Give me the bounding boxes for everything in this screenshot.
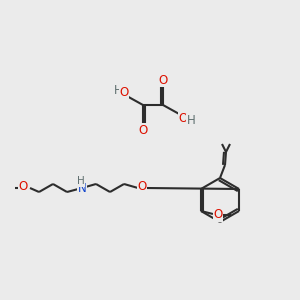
- Text: N: N: [78, 182, 86, 194]
- Text: O: O: [178, 112, 188, 124]
- Text: H: H: [187, 115, 195, 128]
- Text: O: O: [119, 85, 129, 98]
- Text: H: H: [114, 83, 122, 97]
- Text: O: O: [137, 181, 147, 194]
- Text: O: O: [158, 74, 168, 86]
- Text: O: O: [18, 181, 28, 194]
- Text: O: O: [138, 124, 148, 136]
- Text: H: H: [77, 176, 85, 186]
- Text: O: O: [213, 208, 223, 221]
